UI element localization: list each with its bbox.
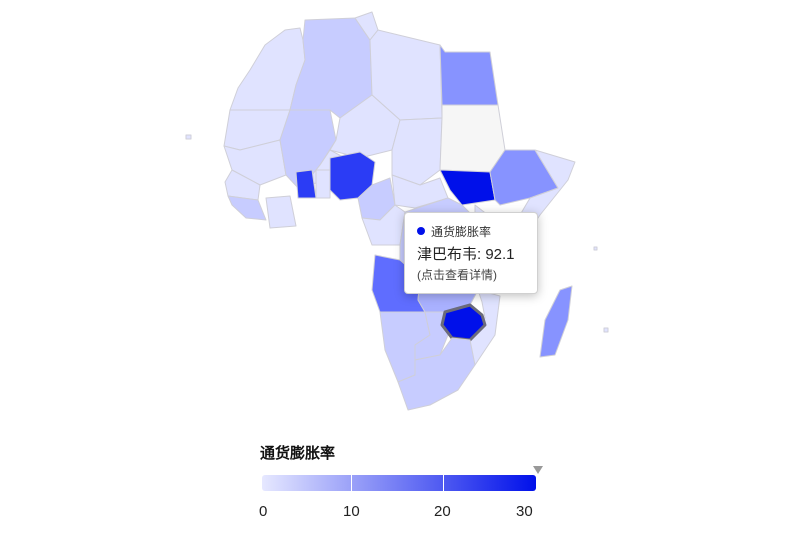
legend-label-20: 20 xyxy=(434,503,451,520)
series-dot-icon xyxy=(417,227,425,235)
region-islands xyxy=(185,134,609,333)
legend-label-30: 30 xyxy=(516,503,533,520)
region-ghana[interactable] xyxy=(295,169,317,199)
map-tooltip: 通货膨胀率 津巴布韦: 92.1 (点击查看详情) xyxy=(404,212,538,294)
region-algeria[interactable] xyxy=(289,17,373,119)
tooltip-hint: (点击查看详情) xyxy=(417,268,497,282)
region-zimbabwe[interactable] xyxy=(440,303,487,342)
legend-tick-10 xyxy=(351,475,352,491)
legend-title: 通货膨胀率 xyxy=(260,445,336,462)
legend-label-0: 0 xyxy=(259,503,268,520)
region-egypt[interactable] xyxy=(439,44,499,106)
region-south-africa[interactable] xyxy=(397,337,476,411)
region-chad[interactable] xyxy=(391,117,443,186)
tooltip-series-name: 通货膨胀率 xyxy=(431,224,492,239)
region-niger[interactable] xyxy=(329,94,401,159)
tooltip-series-row: 通货膨胀率 xyxy=(417,223,527,239)
region-madagascar[interactable] xyxy=(539,285,573,358)
region-guinea[interactable] xyxy=(227,195,267,221)
legend-gradient-bar[interactable] xyxy=(262,475,536,491)
legend-label-10: 10 xyxy=(343,503,360,520)
legend-tick-20 xyxy=(443,475,444,491)
tooltip-value: 津巴布韦: 92.1 xyxy=(417,246,515,263)
region-south-sudan[interactable] xyxy=(439,169,496,206)
region-togo-benin[interactable] xyxy=(315,169,331,199)
region-cote-divoire[interactable] xyxy=(265,195,297,229)
legend-handle-icon[interactable] xyxy=(533,466,543,474)
region-sudan[interactable] xyxy=(439,104,506,173)
